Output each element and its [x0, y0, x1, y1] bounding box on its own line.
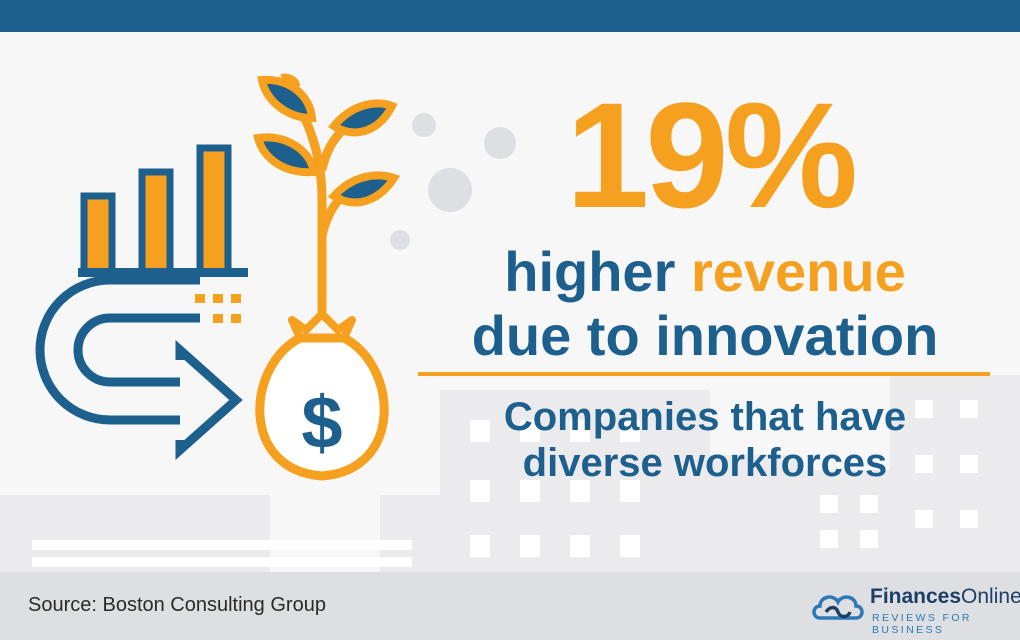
- divider-rule: [418, 372, 990, 376]
- headline-word-higher: higher: [504, 240, 676, 303]
- stat-value: 19%: [565, 71, 858, 239]
- headline: higher revenue due to innovation: [420, 240, 990, 368]
- headline-word-revenue: revenue: [690, 240, 906, 303]
- subtext-line-2: diverse workforces: [522, 441, 888, 485]
- u-turn-arrow-icon: [35, 275, 243, 461]
- sprout-icon: [252, 73, 401, 318]
- logo-name-bold: Finances: [870, 585, 962, 608]
- financesonline-logo[interactable]: FinancesOnline REVIEWS FOR BUSINESS: [810, 582, 1020, 636]
- dot-connector: [195, 294, 241, 323]
- logo-tagline: REVIEWS FOR BUSINESS: [872, 612, 972, 636]
- headline-line-1: higher revenue: [420, 240, 990, 304]
- logo-name-light: Online: [961, 585, 1020, 608]
- dollar-sign: $: [301, 381, 342, 464]
- source-credit: Source: Boston Consulting Group: [28, 594, 326, 616]
- subtext: Companies that have diverse workforces: [430, 394, 980, 486]
- money-bag-icon: $: [255, 310, 389, 481]
- top-bar: [0, 0, 1020, 32]
- cloud-logo-icon: [812, 595, 864, 620]
- logo-wordmark: FinancesOnline: [870, 585, 1020, 609]
- bar-chart-icon: [78, 144, 248, 277]
- footer-bar: Source: Boston Consulting Group Finances…: [0, 572, 1020, 640]
- decorative-circles: [390, 113, 516, 250]
- subtext-line-1: Companies that have: [503, 395, 907, 439]
- headline-line-2: due to innovation: [471, 304, 939, 367]
